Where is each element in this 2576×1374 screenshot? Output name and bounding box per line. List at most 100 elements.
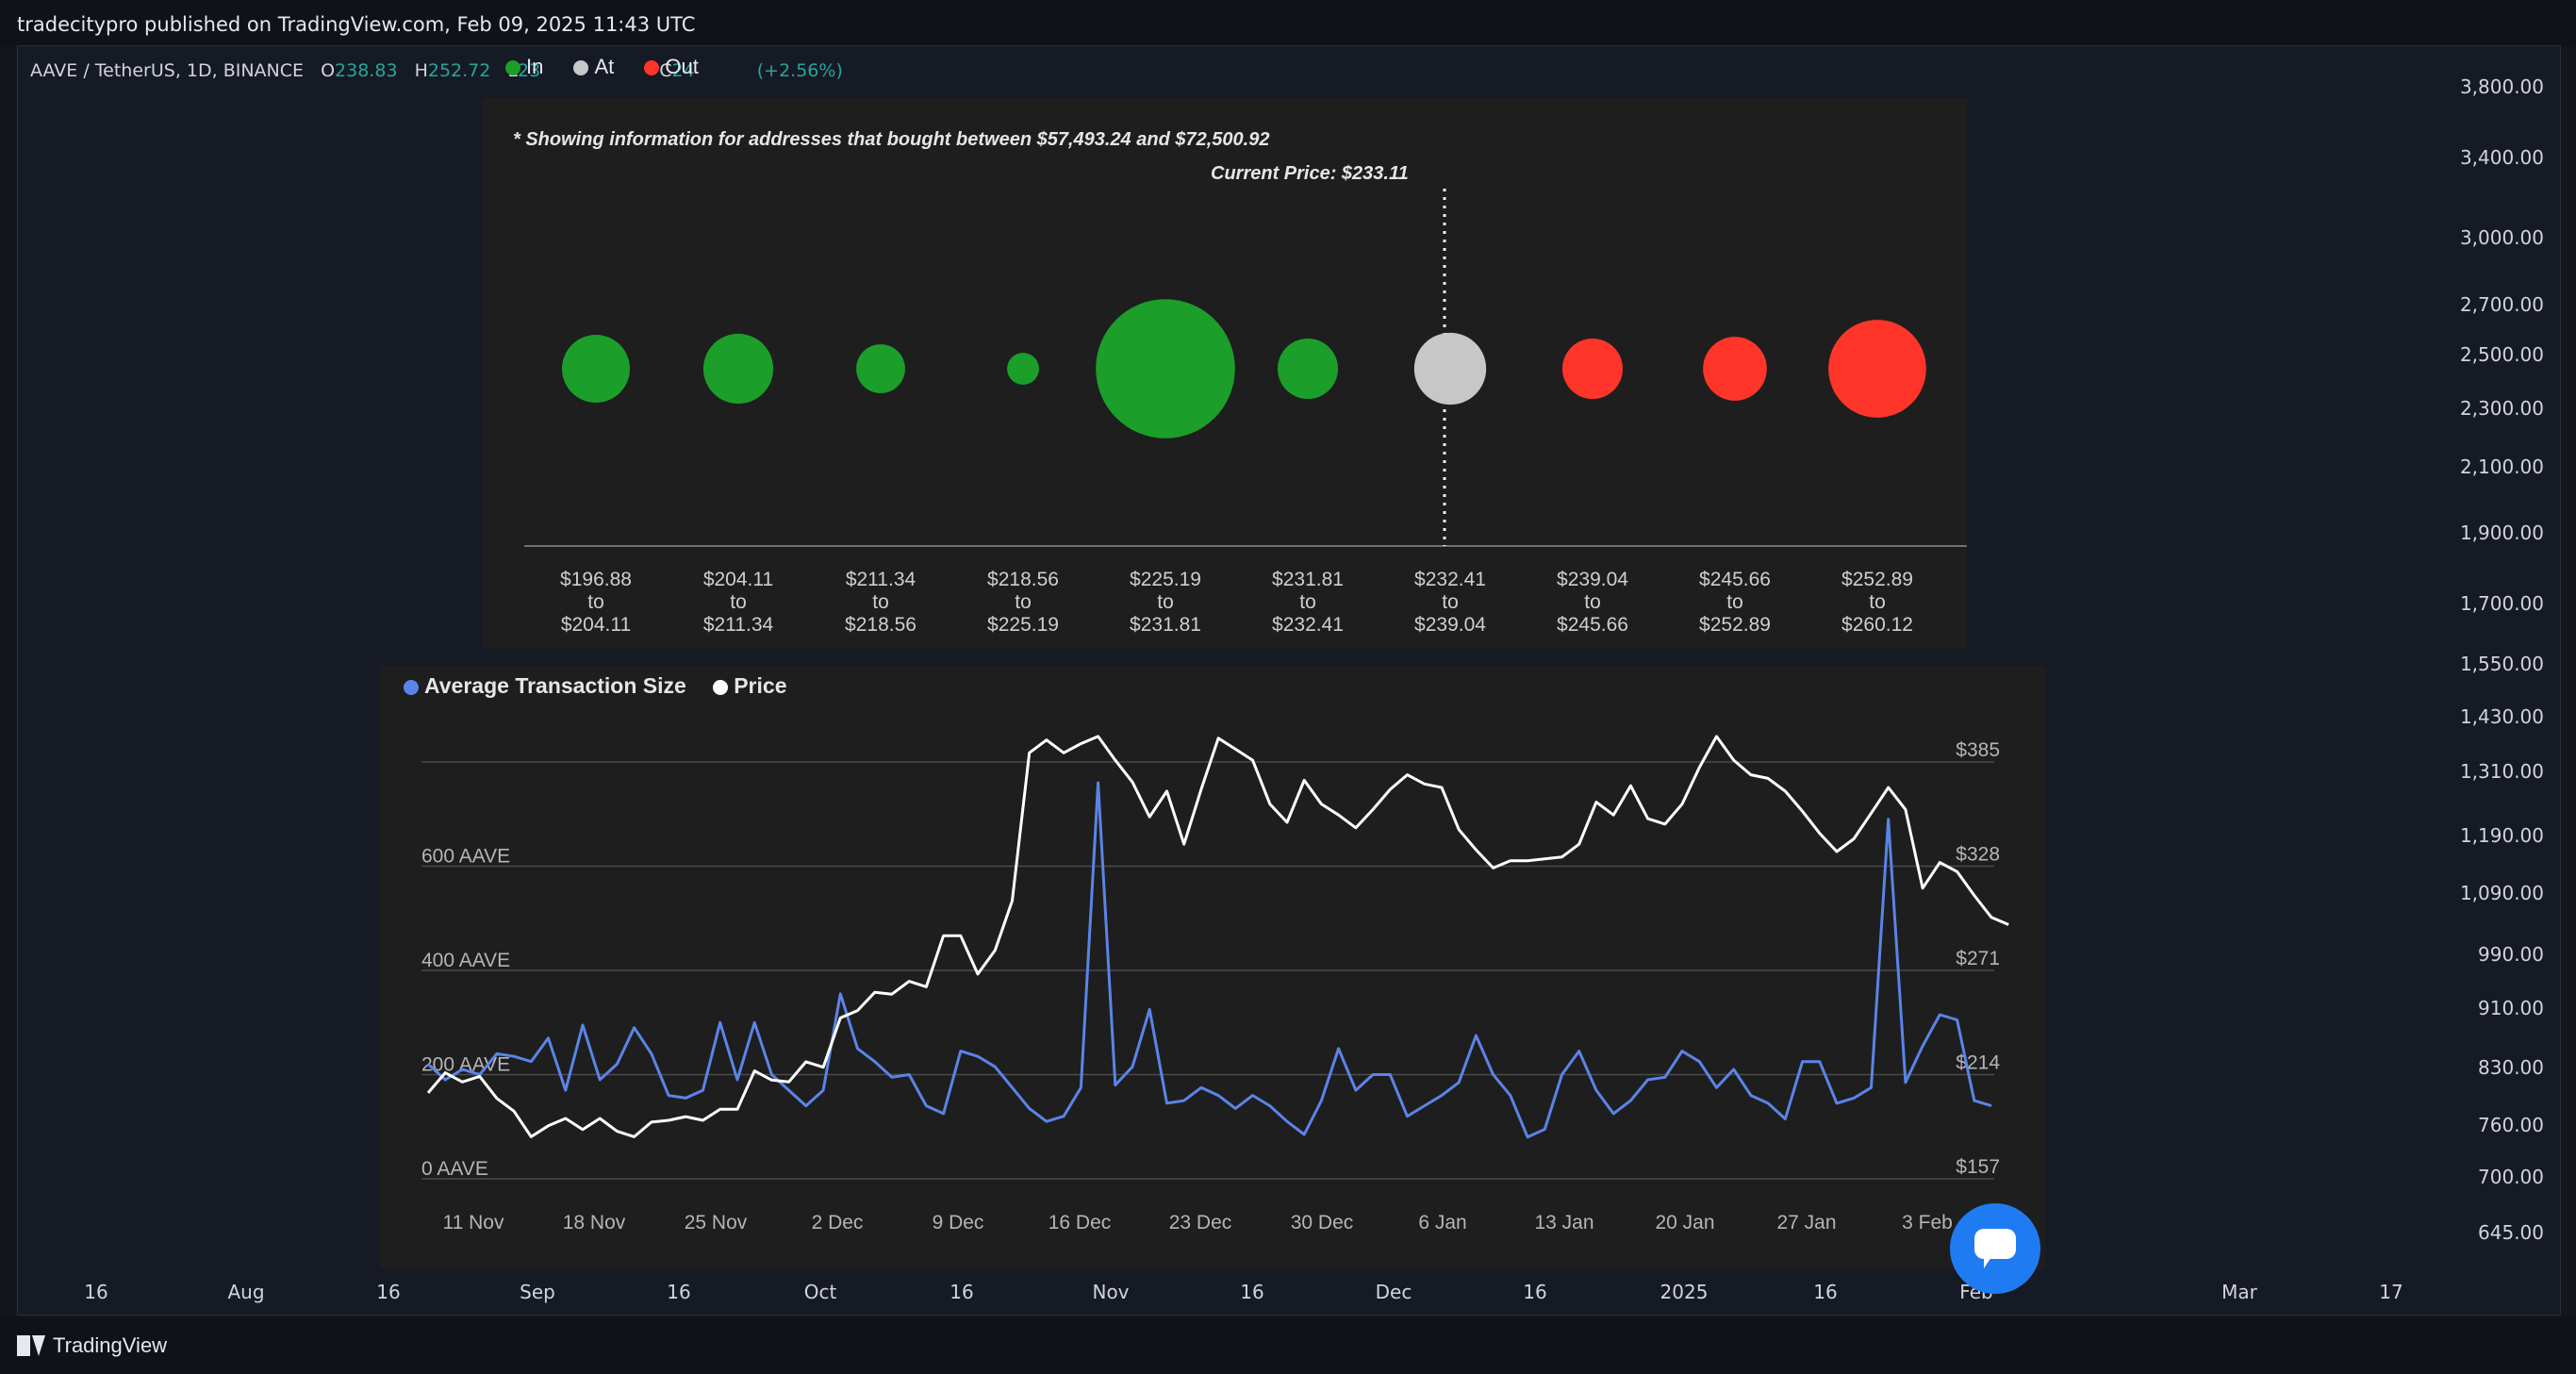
price-axis-tick: 1,090.00	[2459, 882, 2544, 904]
bubble-in	[856, 344, 905, 393]
price-axis-tick: 760.00	[2478, 1114, 2544, 1136]
bucket-range-label: $239.04 to $245.66	[1557, 569, 1628, 636]
time-axis-tick: 16	[949, 1281, 974, 1303]
chat-icon[interactable]	[1950, 1203, 2040, 1294]
price-dot-icon	[713, 679, 729, 695]
x-axis-tick: 30 Dec	[1291, 1212, 1354, 1233]
bubble-note: * Showing information for addresses that…	[513, 129, 1270, 150]
price-axis-tick: 3,400.00	[2459, 146, 2544, 169]
symbol-ohlc: AAVE / TetherUS, 1D, BINANCE O238.83 H25…	[30, 60, 843, 81]
price-axis-tick: 990.00	[2478, 943, 2544, 966]
price-axis-tick: 645.00	[2478, 1221, 2544, 1244]
price-series-line	[426, 735, 2009, 1138]
bubble-out	[1828, 320, 1926, 418]
line-chart: $157 $214 $271 $328 $385 0 AAVE 200 AAVE 400 AA…	[421, 735, 2009, 1233]
x-axis-tick: 6 Jan	[1418, 1212, 1466, 1233]
left-axis-tick: 0 AAVE	[421, 1158, 488, 1180]
bucket-range-label: $252.89 to $260.12	[1841, 569, 1913, 636]
legend-ats: Average Transaction Size	[404, 673, 686, 698]
price-axis-tick: 2,500.00	[2459, 343, 2544, 366]
bucket-range-label: $204.11 to $211.34	[702, 569, 774, 636]
price-axis-tick: 1,550.00	[2459, 653, 2544, 675]
bubble-in	[702, 333, 774, 405]
time-axis-tick: 16	[1523, 1281, 1547, 1303]
bubble-out	[1561, 338, 1624, 400]
price-axis-tick: 910.00	[2478, 997, 2544, 1019]
price-axis-tick: 2,100.00	[2459, 455, 2544, 478]
bubble-chart	[524, 189, 1967, 547]
price-axis-tick: 1,900.00	[2459, 521, 2544, 544]
out-dot-icon	[644, 60, 660, 76]
time-axis-tick: Oct	[803, 1281, 837, 1303]
high-label: H	[414, 60, 428, 81]
legend-in: In	[505, 55, 543, 78]
change-value: (+2.56%)	[756, 60, 843, 81]
time-axis-tick: 2025	[1660, 1281, 1709, 1303]
right-axis-tick: $157	[1956, 1156, 2000, 1178]
in-dot-icon	[505, 60, 520, 76]
time-axis-tick: 16	[1240, 1281, 1264, 1303]
transaction-size-panel	[380, 666, 2045, 1269]
tradingview-logo[interactable]: TradingView	[17, 1333, 167, 1358]
x-axis-tick: 23 Dec	[1169, 1212, 1232, 1233]
price-axis-tick: 3,800.00	[2459, 75, 2544, 98]
bucket-range-label: $245.66 to $252.89	[1699, 569, 1771, 636]
price-axis-tick: 700.00	[2478, 1166, 2544, 1188]
right-axis-tick: $328	[1956, 844, 2000, 866]
price-axis-tick: 2,300.00	[2459, 397, 2544, 420]
right-axis-tick: $271	[1956, 948, 2000, 969]
right-axis-tick: $385	[1956, 739, 2000, 761]
time-axis-tick: 16	[1813, 1281, 1838, 1303]
bucket-range-label: $231.81 to $232.41	[1272, 569, 1344, 636]
high-value: 252.72	[427, 60, 491, 81]
bubble-legend: In At Out	[505, 55, 723, 79]
at-dot-icon	[573, 60, 589, 76]
time-axis-tick: 16	[84, 1281, 108, 1303]
tradingview-logo-icon	[17, 1335, 45, 1356]
open-value: 238.83	[335, 60, 398, 81]
left-axis-tick: 600 AAVE	[421, 846, 510, 868]
line-legend: Average Transaction Size Price	[404, 673, 807, 699]
ats-dot-icon	[404, 679, 419, 695]
brand-name: TradingView	[53, 1333, 168, 1357]
legend-price: Price	[713, 673, 786, 698]
time-axis-tick: Nov	[1092, 1281, 1130, 1303]
current-price-label: Current Price: $233.11	[1211, 163, 1409, 184]
close-value: 24	[671, 60, 695, 81]
bucket-range-label: $225.19 to $231.81	[1130, 569, 1201, 636]
price-axis-tick: 830.00	[2478, 1056, 2544, 1079]
time-axis-tick: 17	[2379, 1281, 2403, 1303]
bubble-in	[1096, 299, 1235, 439]
x-axis-tick: 25 Nov	[685, 1212, 748, 1233]
price-axis-tick: 1,430.00	[2459, 705, 2544, 728]
bubble-at	[1413, 332, 1487, 406]
left-axis-tick: 200 AAVE	[421, 1054, 510, 1076]
symbol-name[interactable]: AAVE / TetherUS, 1D, BINANCE	[30, 60, 305, 81]
time-axis-tick: 16	[667, 1281, 691, 1303]
bubble-in	[1007, 353, 1039, 385]
bubble-in	[1277, 338, 1339, 400]
ats-series-line	[426, 781, 1992, 1139]
bucket-range-label: $211.34 to $218.56	[845, 569, 916, 636]
x-axis-tick: 16 Dec	[1049, 1212, 1112, 1233]
legend-out: Out	[644, 55, 699, 78]
price-axis-tick: 1,190.00	[2459, 824, 2544, 847]
time-axis-tick: Aug	[227, 1281, 265, 1303]
publisher-info: tradecitypro published on TradingView.co…	[17, 13, 696, 36]
x-axis-tick: 18 Nov	[563, 1212, 626, 1233]
price-axis-tick: 2,700.00	[2459, 293, 2544, 316]
x-axis-tick: 2 Dec	[812, 1212, 864, 1233]
bucket-range-label: $196.88 to $204.11	[560, 569, 632, 636]
top-bar	[0, 0, 2576, 47]
price-axis-tick: 3,000.00	[2459, 226, 2544, 249]
open-label: O	[321, 60, 336, 81]
price-axis-tick: 1,700.00	[2459, 592, 2544, 615]
right-axis-tick: $214	[1956, 1052, 2000, 1074]
low-value: 23	[518, 60, 541, 81]
x-axis-tick: 27 Jan	[1776, 1212, 1836, 1233]
legend-at: At	[573, 55, 614, 78]
x-axis-tick: 20 Jan	[1655, 1212, 1714, 1233]
bubble-out	[1703, 337, 1767, 401]
time-axis-tick: Dec	[1375, 1281, 1412, 1303]
time-axis-tick: Sep	[520, 1281, 555, 1303]
